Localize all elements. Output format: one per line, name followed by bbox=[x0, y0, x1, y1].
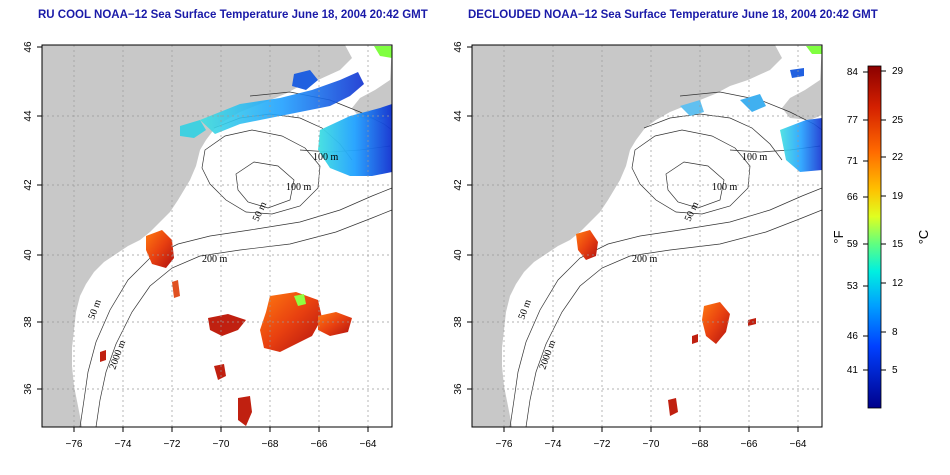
fahrenheit-unit-label: °F bbox=[831, 230, 846, 243]
f-tick-label: 77 bbox=[847, 115, 859, 126]
f-tick-label: 53 bbox=[847, 281, 859, 292]
map-frame-left bbox=[41, 44, 393, 428]
y-tick-label: 46 bbox=[453, 41, 464, 53]
y-tick-label: 36 bbox=[453, 383, 464, 395]
x-tick-label: −72 bbox=[164, 439, 181, 450]
y-tick-label: 36 bbox=[23, 383, 34, 395]
x-tick-label: −66 bbox=[741, 439, 758, 450]
c-tick-label: 22 bbox=[892, 152, 904, 163]
c-tick-label: 12 bbox=[892, 278, 904, 289]
f-tick-label: 71 bbox=[847, 156, 859, 167]
x-tick-labels-left: −76 −74 −72 −70 −68 −66 −64 bbox=[66, 439, 377, 450]
map-left bbox=[42, 45, 392, 427]
contour-label: 200 m bbox=[632, 254, 658, 265]
f-tick-label: 59 bbox=[847, 239, 859, 250]
y-tick-label: 42 bbox=[23, 179, 34, 191]
sst-patches-left bbox=[100, 46, 392, 426]
y-tick-label: 42 bbox=[453, 179, 464, 191]
c-tick-label: 8 bbox=[892, 327, 898, 338]
colorbar-fahrenheit-ticks: 84 77 71 66 59 53 46 41 bbox=[847, 67, 859, 376]
map-title-left: RU COOL NOAA−12 Sea Surface Temperature … bbox=[38, 9, 428, 21]
land-mass bbox=[42, 45, 352, 427]
map-title-right: DECLOUDED NOAA−12 Sea Surface Temperatur… bbox=[468, 9, 878, 21]
x-tick-label: −72 bbox=[594, 439, 611, 450]
f-tick-label: 46 bbox=[847, 331, 859, 342]
contour-label: 100 m bbox=[313, 152, 339, 163]
contour-label: 100 m bbox=[742, 152, 768, 163]
y-tick-label: 44 bbox=[453, 110, 464, 122]
contour-label: 200 m bbox=[202, 254, 228, 265]
y-tick-label: 38 bbox=[453, 316, 464, 328]
x-tick-labels-right: −76 −74 −72 −70 −68 −66 −64 bbox=[496, 439, 807, 450]
contour-label: 100 m bbox=[712, 182, 738, 193]
x-tick-label: −74 bbox=[115, 439, 132, 450]
x-tick-label: −68 bbox=[262, 439, 279, 450]
x-tick-label: −76 bbox=[66, 439, 83, 450]
y-tick-label: 44 bbox=[23, 110, 34, 122]
y-tick-labels-right: 36 38 40 42 44 46 bbox=[453, 41, 464, 395]
f-tick-label: 84 bbox=[847, 67, 859, 78]
y-tick-labels-left: 36 38 40 42 44 46 bbox=[23, 41, 34, 395]
x-tick-label: −68 bbox=[692, 439, 709, 450]
sst-patches-right bbox=[576, 46, 822, 416]
c-tick-label: 19 bbox=[892, 191, 904, 202]
c-tick-label: 5 bbox=[892, 365, 898, 376]
contour-label: 100 m bbox=[286, 182, 312, 193]
f-tick-label: 41 bbox=[847, 365, 859, 376]
x-tick-label: −66 bbox=[311, 439, 328, 450]
y-tick-label: 40 bbox=[23, 249, 34, 261]
colorbar bbox=[867, 65, 882, 409]
c-tick-label: 25 bbox=[892, 115, 904, 126]
x-tick-label: −64 bbox=[790, 439, 807, 450]
celsius-unit-label: °C bbox=[916, 230, 931, 245]
f-tick-label: 66 bbox=[847, 192, 859, 203]
y-tick-label: 38 bbox=[23, 316, 34, 328]
x-tick-label: −74 bbox=[545, 439, 562, 450]
map-right bbox=[472, 45, 822, 427]
colorbar-celsius-ticks: 29 25 22 19 15 12 8 5 bbox=[892, 66, 904, 376]
y-tick-label: 46 bbox=[23, 41, 34, 53]
c-tick-label: 15 bbox=[892, 239, 904, 250]
x-tick-label: −76 bbox=[496, 439, 513, 450]
y-tick-label: 40 bbox=[453, 249, 464, 261]
x-tick-label: −64 bbox=[360, 439, 377, 450]
x-tick-label: −70 bbox=[213, 439, 230, 450]
c-tick-label: 29 bbox=[892, 66, 904, 77]
land-mass bbox=[472, 45, 782, 427]
map-frame-right bbox=[471, 44, 823, 428]
x-tick-label: −70 bbox=[643, 439, 660, 450]
